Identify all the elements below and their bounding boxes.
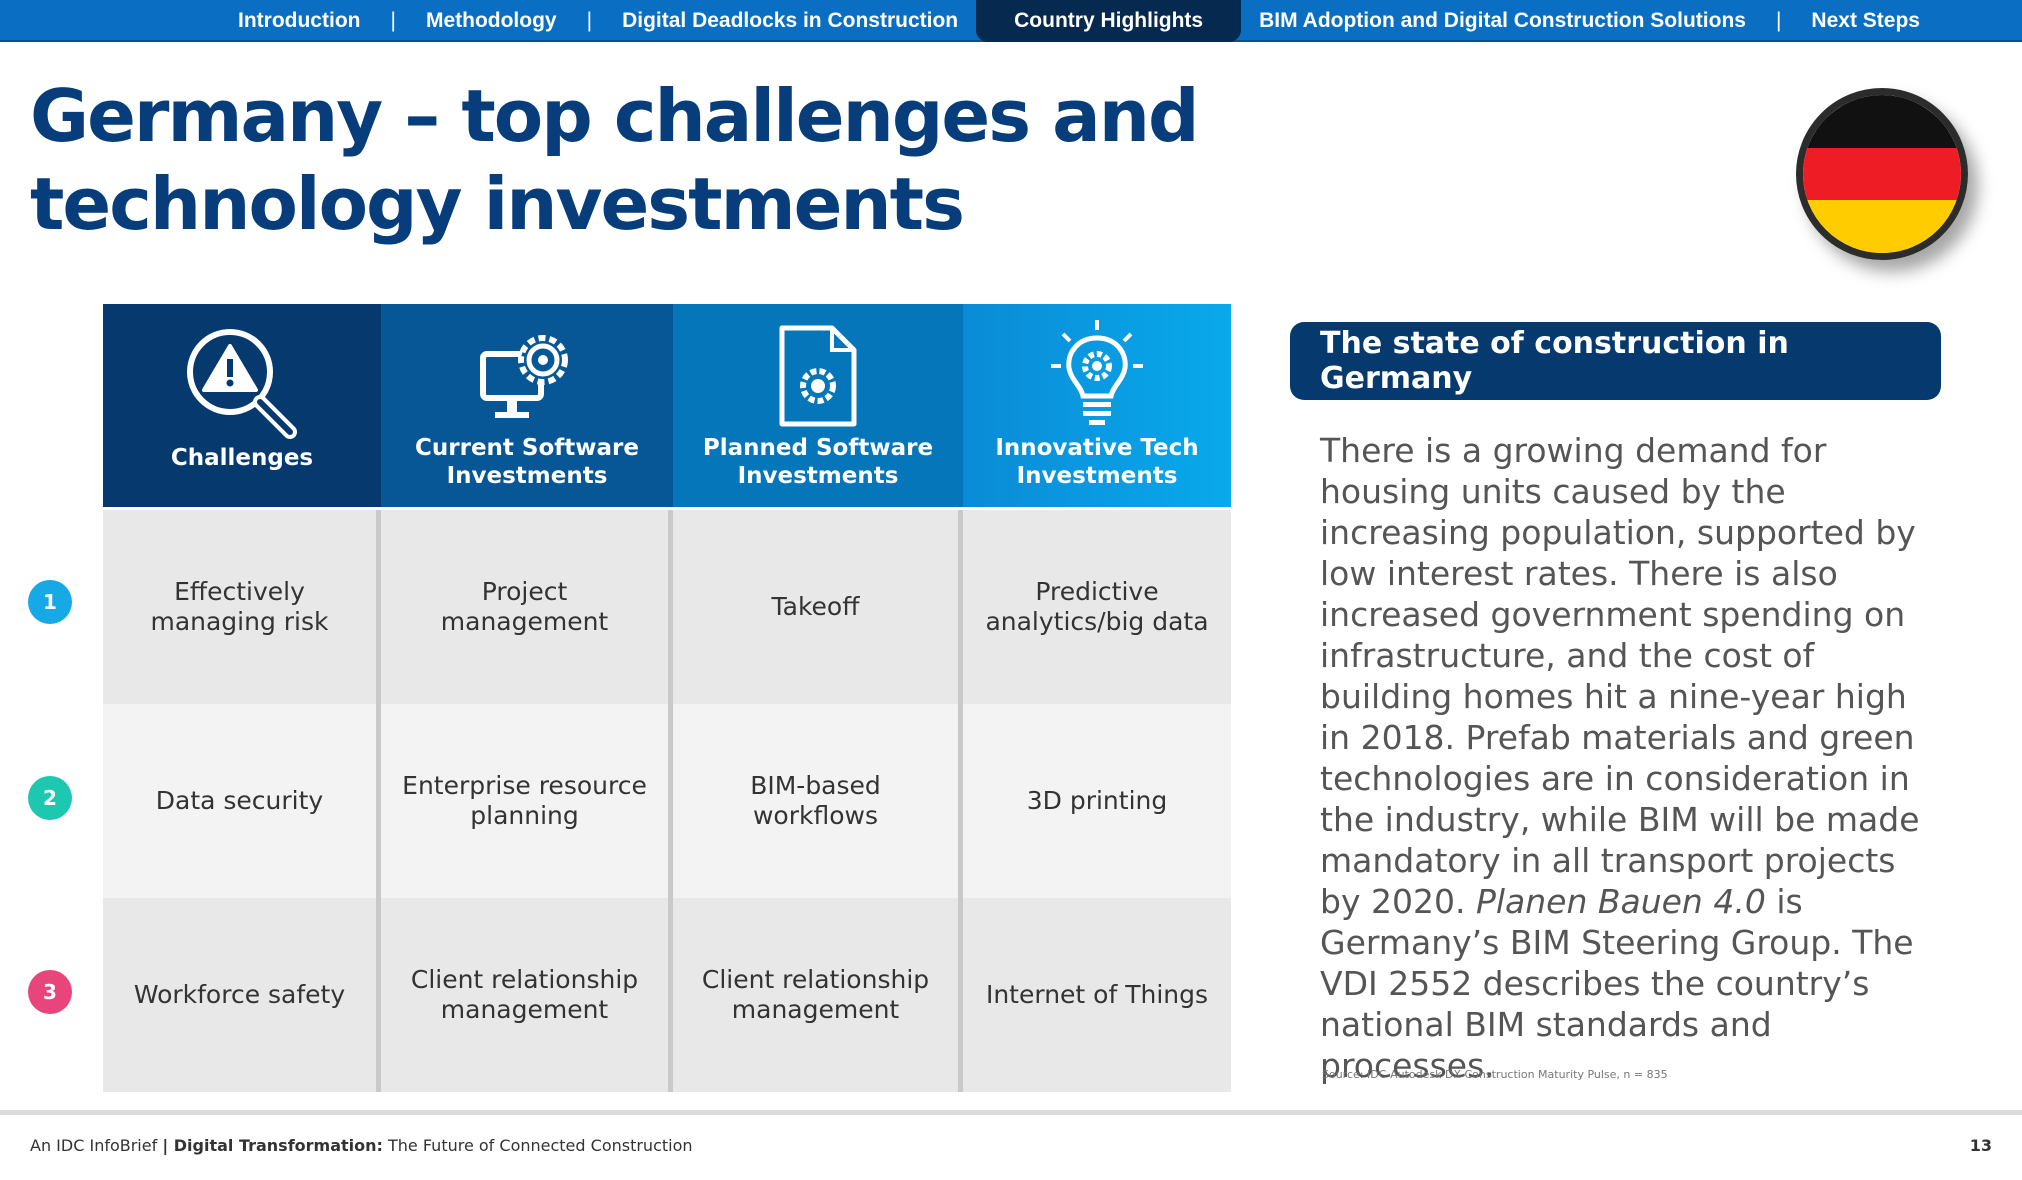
row-number-badge: 2 [28, 776, 72, 820]
header-label: Innovative Tech Investments [995, 435, 1199, 489]
footer-sep: | [162, 1136, 174, 1155]
table-cell: Client relationship management [381, 898, 673, 1092]
header-challenges: Challenges [103, 304, 381, 507]
header-label: Planned Software Investments [702, 435, 934, 489]
header-current-software: Current Software Investments [381, 304, 673, 507]
header-innovative-tech: Innovative Tech Investments [963, 304, 1231, 507]
table-cell: BIM-based workflows [673, 704, 963, 898]
footer-divider [0, 1110, 2022, 1115]
row-number-badge: 1 [28, 580, 72, 624]
table-cell: Internet of Things [963, 898, 1231, 1092]
germany-flag-icon [1796, 88, 1968, 260]
panel-heading: The state of construction in Germany [1290, 322, 1941, 400]
table-row: Data security Enterprise resource planni… [103, 704, 1231, 898]
nav-bim-adoption[interactable]: BIM Adoption and Digital Construction So… [1259, 9, 1746, 32]
table-row: Effectively managing risk Project manage… [103, 510, 1231, 704]
computer-gear-icon [477, 332, 577, 432]
table-cell: Predictive analytics/big data [963, 510, 1231, 704]
row-number-badge: 3 [28, 970, 72, 1014]
page-title: Germany – top challenges and technology … [30, 74, 1200, 246]
header-planned-software: Planned Software Investments [673, 304, 963, 507]
nav-country-highlights[interactable]: Country Highlights [976, 0, 1242, 42]
document-gear-icon [776, 324, 860, 432]
header-label: Challenges [170, 445, 314, 471]
table-cell: 3D printing [963, 704, 1231, 898]
table-cell: Data security [103, 704, 381, 898]
panel-text-part: is Germany’s BIM Steering Group. The VDI… [1320, 882, 1914, 1085]
nav-next-steps[interactable]: Next Steps [1811, 9, 1920, 32]
table-cell: Client relationship management [673, 898, 963, 1092]
footer-bold: Digital Transformation: [173, 1136, 383, 1155]
panel-body-text: There is a growing demand for housing un… [1320, 430, 1940, 1086]
magnifier-warning-icon [182, 326, 302, 450]
nav-items: Introduction | Methodology | Digital Dea… [220, 0, 1938, 42]
table-cell: Effectively managing risk [103, 510, 381, 704]
nav-separator: | [586, 9, 593, 32]
footer-prefix: An IDC InfoBrief [30, 1136, 163, 1155]
table-cell: Workforce safety [103, 898, 381, 1092]
footer-text: An IDC InfoBrief | Digital Transformatio… [30, 1136, 693, 1155]
lightbulb-gear-icon [1049, 318, 1145, 432]
page-number: 13 [1969, 1136, 1992, 1155]
table-cell: Project management [381, 510, 673, 704]
table-row: Workforce safety Client relationship man… [103, 898, 1231, 1092]
nav-separator: | [1775, 9, 1782, 32]
source-note: Source: IDC-Autodesk DX Construction Mat… [1322, 1068, 1668, 1081]
nav-methodology[interactable]: Methodology [425, 9, 557, 32]
header-label: Current Software Investments [415, 435, 639, 489]
top-navigation: Introduction | Methodology | Digital Dea… [0, 0, 2022, 42]
challenges-investments-table: Challenges Current Software Investments [103, 304, 1231, 1092]
panel-text-italic: Planen Bauen 4.0 [1475, 882, 1766, 921]
footer-rest: The Future of Connected Construction [382, 1136, 693, 1155]
nav-introduction[interactable]: Introduction [238, 9, 361, 32]
nav-separator: | [390, 9, 396, 32]
panel-text-part: There is a growing demand for housing un… [1320, 431, 1920, 921]
table-cell: Enterprise resource planning [381, 704, 673, 898]
table-header: Challenges Current Software Investments [103, 304, 1231, 507]
nav-digital-deadlocks[interactable]: Digital Deadlocks in Construction [622, 9, 959, 32]
table-cell: Takeoff [673, 510, 963, 704]
